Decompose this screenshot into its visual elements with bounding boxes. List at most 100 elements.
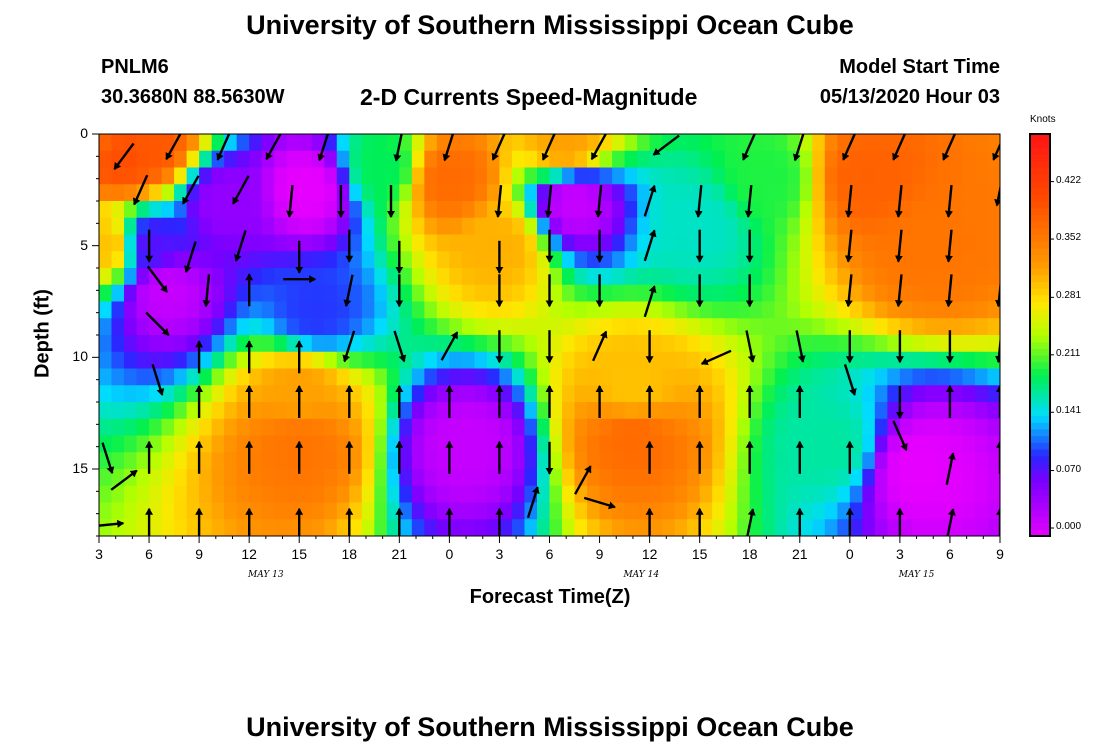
heatmap-cell bbox=[374, 150, 388, 169]
heatmap-cell bbox=[286, 418, 300, 437]
heatmap-cell bbox=[311, 502, 325, 520]
colorbar-segment bbox=[1030, 348, 1050, 356]
heatmap-cell bbox=[712, 251, 726, 269]
heatmap-cell bbox=[111, 318, 125, 336]
heatmap-cell bbox=[837, 335, 851, 353]
heatmap-cell bbox=[712, 368, 726, 386]
x-tick-label: 12 bbox=[641, 546, 658, 562]
heatmap-cell bbox=[749, 284, 763, 303]
heatmap-cell bbox=[461, 217, 476, 236]
heatmap-cell bbox=[361, 351, 375, 370]
heatmap-cell bbox=[474, 469, 488, 487]
heatmap-cell bbox=[699, 385, 713, 403]
current-vector bbox=[544, 184, 553, 218]
heatmap-cell bbox=[349, 184, 363, 202]
heatmap-cell bbox=[411, 201, 425, 219]
heatmap-cell bbox=[224, 502, 238, 520]
heatmap-cell bbox=[924, 485, 939, 504]
heatmap-cell bbox=[987, 469, 1000, 487]
heatmap-cell bbox=[124, 268, 138, 286]
heatmap-cell bbox=[111, 251, 125, 269]
heatmap-cell bbox=[862, 234, 876, 252]
heatmap-cell bbox=[662, 418, 676, 437]
heatmap-cell bbox=[224, 452, 238, 470]
heatmap-cell bbox=[449, 318, 463, 336]
heatmap-cell bbox=[299, 184, 313, 202]
heatmap-cell bbox=[511, 167, 526, 185]
heatmap-cell bbox=[236, 351, 250, 370]
heatmap-cell bbox=[474, 368, 488, 386]
heatmap-cell bbox=[486, 385, 501, 403]
heatmap-cell bbox=[837, 284, 851, 303]
heatmap-cell bbox=[311, 167, 325, 185]
heatmap-cell bbox=[499, 184, 513, 202]
heatmap-cell bbox=[474, 184, 488, 202]
heatmap-cell bbox=[962, 485, 976, 504]
heatmap-cell bbox=[962, 502, 976, 520]
heatmap-cell bbox=[899, 469, 913, 487]
heatmap-cell bbox=[524, 201, 538, 219]
heatmap-cell bbox=[987, 167, 1000, 185]
heatmap-cell bbox=[924, 201, 939, 219]
heatmap-cell bbox=[499, 502, 513, 520]
heatmap-cell bbox=[511, 452, 526, 470]
heatmap-cell bbox=[649, 418, 663, 437]
heatmap-cell bbox=[899, 284, 913, 303]
heatmap-cell bbox=[774, 251, 788, 269]
current-vector bbox=[393, 134, 403, 162]
heatmap-cell bbox=[549, 469, 563, 487]
heatmap-cell bbox=[149, 318, 163, 336]
heatmap-cell bbox=[424, 351, 438, 370]
heatmap-cell bbox=[987, 268, 1000, 286]
heatmap-cell bbox=[574, 301, 588, 319]
heatmap-cell bbox=[874, 251, 888, 269]
heatmap-cell bbox=[762, 134, 776, 152]
heatmap-cell bbox=[424, 385, 438, 403]
heatmap-cell bbox=[161, 402, 175, 420]
heatmap-cell bbox=[224, 318, 238, 336]
heatmap-cell bbox=[111, 385, 125, 403]
heatmap-cell bbox=[99, 150, 113, 169]
heatmap-cell bbox=[424, 469, 438, 487]
x-tick-label: 21 bbox=[391, 546, 408, 562]
heatmap-cell bbox=[461, 485, 476, 504]
heatmap-cell bbox=[799, 402, 813, 420]
heatmap-cell bbox=[411, 469, 425, 487]
heatmap-cell bbox=[461, 284, 476, 303]
heatmap-cell bbox=[136, 167, 150, 185]
heatmap-cell bbox=[799, 385, 813, 403]
heatmap-cell bbox=[374, 469, 388, 487]
heatmap-cell bbox=[737, 335, 751, 353]
heatmap-cell bbox=[974, 217, 989, 236]
heatmap-cell bbox=[186, 402, 200, 420]
current-vector bbox=[894, 229, 903, 263]
heatmap-cell bbox=[386, 469, 400, 487]
colorbar-segment bbox=[1030, 515, 1050, 524]
heatmap-cell bbox=[211, 418, 225, 437]
heatmap-cell bbox=[486, 418, 501, 437]
heatmap-cell bbox=[299, 385, 313, 403]
heatmap-cell bbox=[136, 418, 150, 437]
heatmap-cell bbox=[687, 318, 701, 336]
heatmap-cell bbox=[199, 351, 213, 370]
heatmap-cell bbox=[499, 318, 513, 336]
heatmap-cell bbox=[887, 167, 901, 185]
heatmap-cell bbox=[687, 251, 701, 269]
colorbar-segment bbox=[1030, 448, 1050, 457]
heatmap-cell bbox=[411, 435, 425, 453]
heatmap-cell bbox=[149, 351, 163, 370]
heatmap-cell bbox=[649, 469, 663, 487]
heatmap-cell bbox=[411, 519, 425, 536]
x-tick-label: 18 bbox=[341, 546, 358, 562]
heatmap-cell bbox=[386, 485, 400, 504]
current-vector bbox=[317, 134, 330, 162]
heatmap-cell bbox=[236, 184, 250, 202]
heatmap-cell bbox=[562, 284, 576, 303]
heatmap-cell bbox=[274, 284, 288, 303]
heatmap-cell bbox=[874, 418, 888, 437]
heatmap-cell bbox=[474, 268, 488, 286]
heatmap-cell bbox=[249, 351, 263, 370]
heatmap-cell bbox=[349, 485, 363, 504]
heatmap-cell bbox=[474, 351, 488, 370]
heatmap-cell bbox=[361, 485, 375, 504]
